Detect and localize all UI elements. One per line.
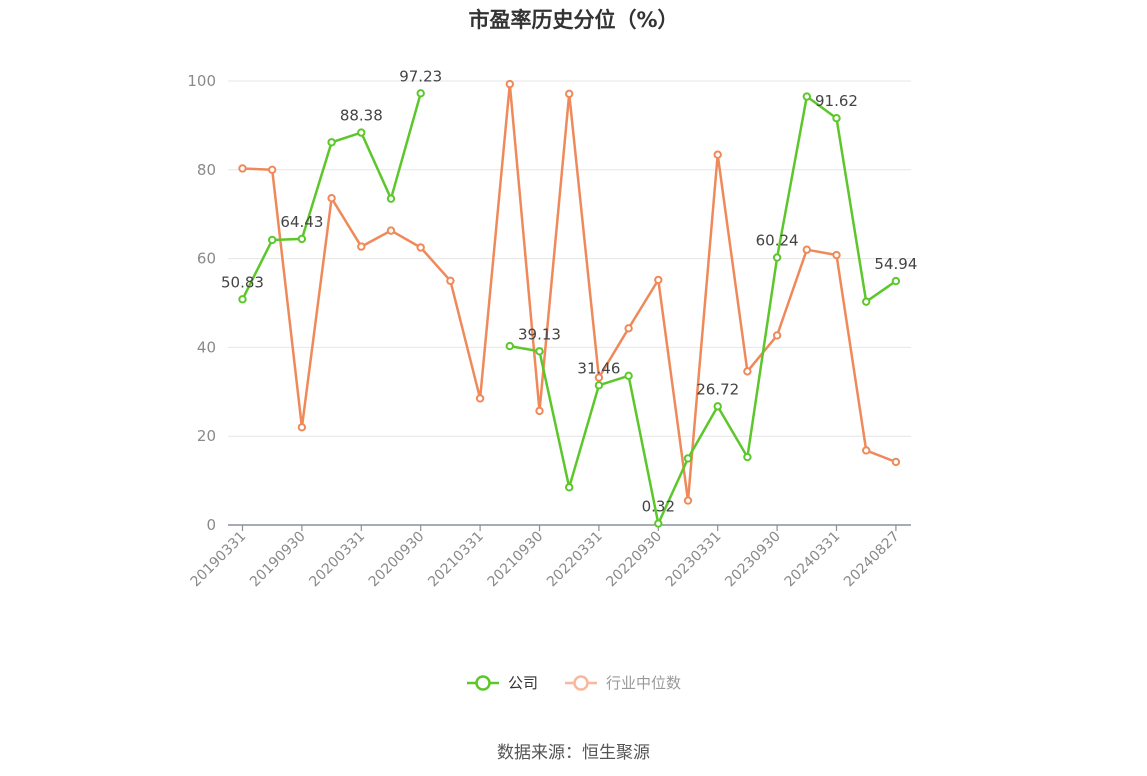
- industry-point: [772, 331, 782, 340]
- company-point: [802, 92, 811, 101]
- circle-line-icon: [466, 674, 499, 691]
- legend-marker: [573, 674, 589, 691]
- industry-point: [862, 446, 871, 455]
- company-point: [713, 402, 722, 411]
- company-point: [238, 295, 247, 304]
- company-point: [862, 297, 871, 306]
- x-tick-label: 20210930: [485, 529, 547, 591]
- circle-line-icon: [565, 674, 597, 691]
- x-tick-label: 20200930: [366, 529, 428, 591]
- x-tick-label: 20190331: [188, 529, 250, 591]
- data-label: 64.43: [280, 213, 323, 231]
- source-note: 数据来源：恒生聚源: [497, 743, 650, 763]
- data-label: 31.46: [577, 359, 620, 377]
- legend-item-industry[interactable]: 行业中位数: [564, 672, 681, 693]
- legend-label-company: 公司: [507, 674, 538, 692]
- chart-title: 市盈率历史分位（%）: [468, 8, 679, 32]
- company-point: [357, 128, 366, 137]
- company-point: [268, 235, 277, 245]
- data-label: 50.83: [221, 273, 264, 291]
- data-label: 54.94: [874, 255, 917, 273]
- y-tick-label: 80: [197, 161, 216, 179]
- y-tick-label: 60: [197, 250, 216, 268]
- industry-point: [594, 373, 604, 382]
- legend-item-company[interactable]: 公司: [466, 672, 538, 693]
- legend: 公司 行业中位数: [0, 672, 1147, 693]
- y-tick-label: 100: [187, 72, 216, 90]
- industry-point: [624, 324, 633, 333]
- company-point: [891, 276, 901, 286]
- industry-point: [297, 423, 307, 432]
- company-series-line: [241, 92, 897, 525]
- company-point: [654, 519, 663, 528]
- x-tick-label: 20200331: [306, 529, 368, 591]
- industry-point: [713, 150, 722, 159]
- data-label: 39.13: [518, 325, 561, 343]
- industry-point: [683, 496, 693, 505]
- company-point: [297, 234, 307, 244]
- company-point: [743, 452, 752, 462]
- industry-point: [446, 276, 455, 285]
- industry-point: [654, 275, 663, 285]
- data-labels: 50.83 64.43 88.38 97.23 39.13 31.46 0.32 26.72 6…: [221, 67, 917, 515]
- company-point: [505, 341, 514, 351]
- industry-point: [743, 367, 752, 376]
- company-point: [535, 347, 544, 356]
- x-tick-label: 20190930: [247, 529, 309, 591]
- y-tick-label: 40: [197, 338, 216, 356]
- x-tick-label: 20230930: [722, 529, 784, 591]
- line-chart: 0 20 40 60 80 100 2019033120190930202003312020…: [187, 67, 917, 591]
- series-lines: [238, 79, 901, 528]
- industry-point: [416, 243, 425, 252]
- company-point: [386, 194, 396, 203]
- company-point: [683, 454, 693, 463]
- industry-point: [238, 164, 247, 173]
- y-tick-label: 0: [206, 516, 216, 534]
- legend-marker: [475, 674, 491, 691]
- industry-point: [565, 89, 574, 99]
- company-point: [416, 89, 425, 98]
- data-label: 91.62: [815, 92, 858, 110]
- company-point: [772, 253, 782, 262]
- data-label: 60.24: [756, 232, 799, 250]
- company-point: [594, 381, 604, 390]
- legend-label-industry: 行业中位数: [606, 674, 682, 692]
- industry-point: [357, 242, 366, 251]
- x-tick-label: 20240331: [782, 529, 844, 591]
- industry-point: [505, 79, 514, 89]
- industry-point: [535, 406, 544, 416]
- x-tick-label: 20220331: [544, 529, 606, 591]
- y-tick-label: 20: [197, 427, 216, 445]
- data-label: 88.38: [340, 107, 383, 125]
- industry-point: [802, 245, 811, 254]
- x-tick-label: 20210331: [425, 529, 487, 591]
- data-label: 97.23: [399, 67, 442, 85]
- industry-point: [327, 194, 336, 203]
- data-label: 0.32: [642, 498, 675, 516]
- industry-point: [832, 250, 841, 260]
- company-point: [832, 114, 841, 123]
- company-point: [624, 371, 633, 381]
- industry-point: [268, 165, 277, 175]
- industry-point: [891, 457, 901, 467]
- company-point: [565, 483, 574, 492]
- grid-lines: [228, 80, 911, 437]
- company-point: [327, 138, 336, 147]
- x-tick-label: 20220930: [603, 529, 665, 591]
- x-tick-label: 20230331: [663, 529, 725, 591]
- industry-point: [386, 226, 396, 235]
- x-tick-label: 20240827: [841, 529, 903, 591]
- industry-point: [475, 394, 485, 403]
- data-label: 26.72: [696, 380, 739, 398]
